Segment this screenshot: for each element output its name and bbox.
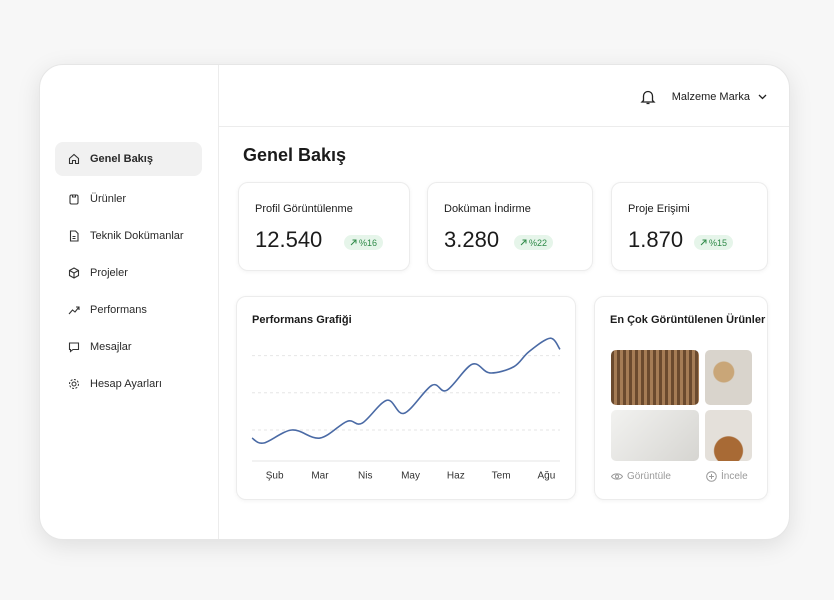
nav-item[interactable]: Projeler bbox=[55, 256, 202, 290]
stat-label: Doküman İndirme bbox=[444, 203, 531, 215]
chart-card: Performans Grafiği Şub Mar Nis May Haz Tem Ağu bbox=[236, 296, 576, 500]
nav-item[interactable]: Teknik Dokümanlar bbox=[55, 219, 202, 253]
stat-value: 12.540 bbox=[255, 227, 323, 252]
user-menu[interactable]: Malzeme Marka bbox=[672, 91, 767, 103]
page-title: Genel Bakış bbox=[243, 145, 347, 165]
products-title: En Çok Görüntülenen Ürünler bbox=[610, 314, 766, 326]
view-button[interactable]: Görüntüle bbox=[611, 471, 671, 482]
change-text: %16 bbox=[359, 237, 378, 248]
topbar: Malzeme Marka bbox=[218, 65, 789, 127]
notification-icon[interactable] bbox=[640, 89, 656, 105]
nav-item[interactable]: Genel Bakış bbox=[55, 142, 202, 176]
stat-change: %16 bbox=[344, 235, 384, 250]
nav-label: Ürünler bbox=[90, 193, 127, 205]
chart-title: Performans Grafiği bbox=[252, 314, 352, 326]
x-tick-label: Ağu bbox=[538, 471, 556, 482]
products-card: En Çok Görüntülenen Ürünler Görüntüle İn… bbox=[594, 296, 768, 500]
x-tick-label: May bbox=[401, 471, 420, 482]
change-text: %15 bbox=[709, 237, 728, 248]
product-image[interactable] bbox=[611, 410, 699, 461]
stat-card: Doküman İndirme 3.280 %22 bbox=[427, 182, 593, 271]
x-tick-label: Mar bbox=[311, 471, 329, 482]
product-image[interactable] bbox=[705, 350, 752, 405]
nav-label: Genel Bakış bbox=[90, 153, 153, 165]
x-tick-label: Şub bbox=[266, 471, 284, 482]
line-series bbox=[251, 337, 561, 445]
x-tick-label: Nis bbox=[358, 471, 372, 482]
nav-label: Mesajlar bbox=[90, 341, 132, 353]
line-chart: Şub Mar Nis May Haz Tem Ağu bbox=[251, 337, 561, 482]
stat-change: %22 bbox=[514, 235, 554, 250]
nav-label: Teknik Dokümanlar bbox=[90, 230, 184, 242]
change-text: %22 bbox=[529, 237, 548, 248]
stat-card: Profil Görüntülenme 12.540 %16 bbox=[238, 182, 410, 271]
nav-label: Projeler bbox=[90, 267, 128, 279]
stat-value: 1.870 bbox=[628, 227, 684, 252]
app-window: Genel Bakış Ürünler Teknik Dokümanlar Pr… bbox=[39, 64, 790, 540]
x-tick-label: Haz bbox=[447, 471, 465, 482]
user-name: Malzeme Marka bbox=[671, 91, 750, 103]
stat-change: %15 bbox=[694, 235, 734, 250]
nav-item[interactable]: Ürünler bbox=[55, 182, 202, 216]
stat-card: Proje Erişimi 1.870 %15 bbox=[611, 182, 768, 271]
inspect-button[interactable]: İncele bbox=[706, 471, 748, 482]
stat-label: Proje Erişimi bbox=[628, 203, 690, 215]
sidebar: Genel Bakış Ürünler Teknik Dokümanlar Pr… bbox=[40, 65, 219, 539]
stat-value: 3.280 bbox=[444, 227, 500, 252]
nav-item[interactable]: Mesajlar bbox=[55, 330, 202, 364]
nav-item[interactable]: Performans bbox=[55, 293, 202, 327]
x-tick-label: Tem bbox=[492, 471, 511, 482]
product-image[interactable] bbox=[705, 410, 752, 461]
product-image[interactable] bbox=[611, 350, 699, 405]
action-label: İncele bbox=[721, 471, 748, 482]
nav-label: Performans bbox=[90, 304, 147, 316]
nav-label: Hesap Ayarları bbox=[90, 378, 162, 390]
action-label: Görüntüle bbox=[627, 471, 671, 482]
stat-label: Profil Görüntülenme bbox=[255, 203, 353, 215]
nav-item[interactable]: Hesap Ayarları bbox=[55, 367, 202, 401]
